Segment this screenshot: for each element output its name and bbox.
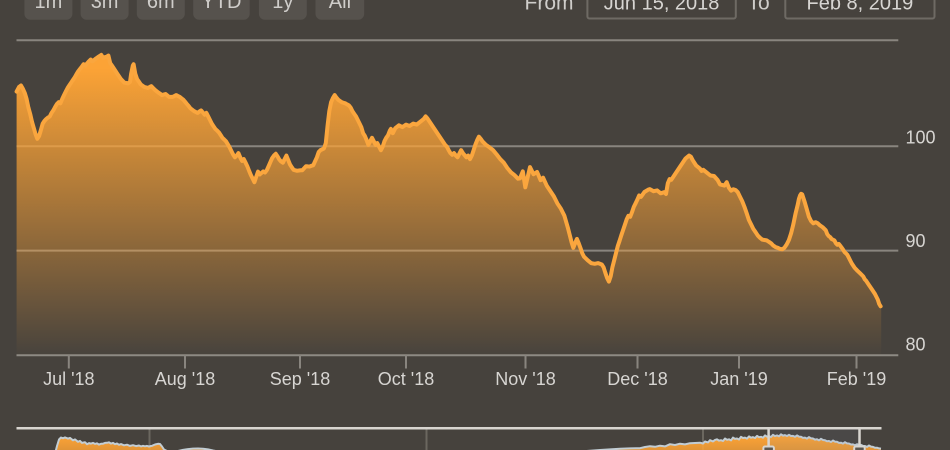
svg-text:Feb 8, 2019: Feb 8, 2019 [807,0,914,15]
svg-text:Jan '19: Jan '19 [710,369,767,389]
svg-text:3m: 3m [91,0,119,13]
svg-text:Dec '18: Dec '18 [607,369,667,389]
svg-text:100: 100 [906,127,936,147]
svg-text:Aug '18: Aug '18 [155,369,216,389]
svg-text:Oct '18: Oct '18 [378,369,434,389]
svg-text:6m: 6m [147,0,175,13]
svg-text:YTD: YTD [201,0,241,13]
svg-text:90: 90 [906,231,926,251]
svg-text:1m: 1m [35,0,63,13]
svg-text:1y: 1y [272,0,293,13]
svg-text:From: From [525,0,574,15]
svg-text:80: 80 [906,335,926,355]
svg-text:Feb '19: Feb '19 [827,369,886,389]
svg-text:All: All [329,0,351,13]
svg-text:Jul '18: Jul '18 [43,369,94,389]
svg-text:To: To [748,0,770,15]
svg-text:Jun 15, 2018: Jun 15, 2018 [604,0,720,15]
svg-text:Nov '18: Nov '18 [495,369,555,389]
svg-text:Sep '18: Sep '18 [270,369,331,389]
